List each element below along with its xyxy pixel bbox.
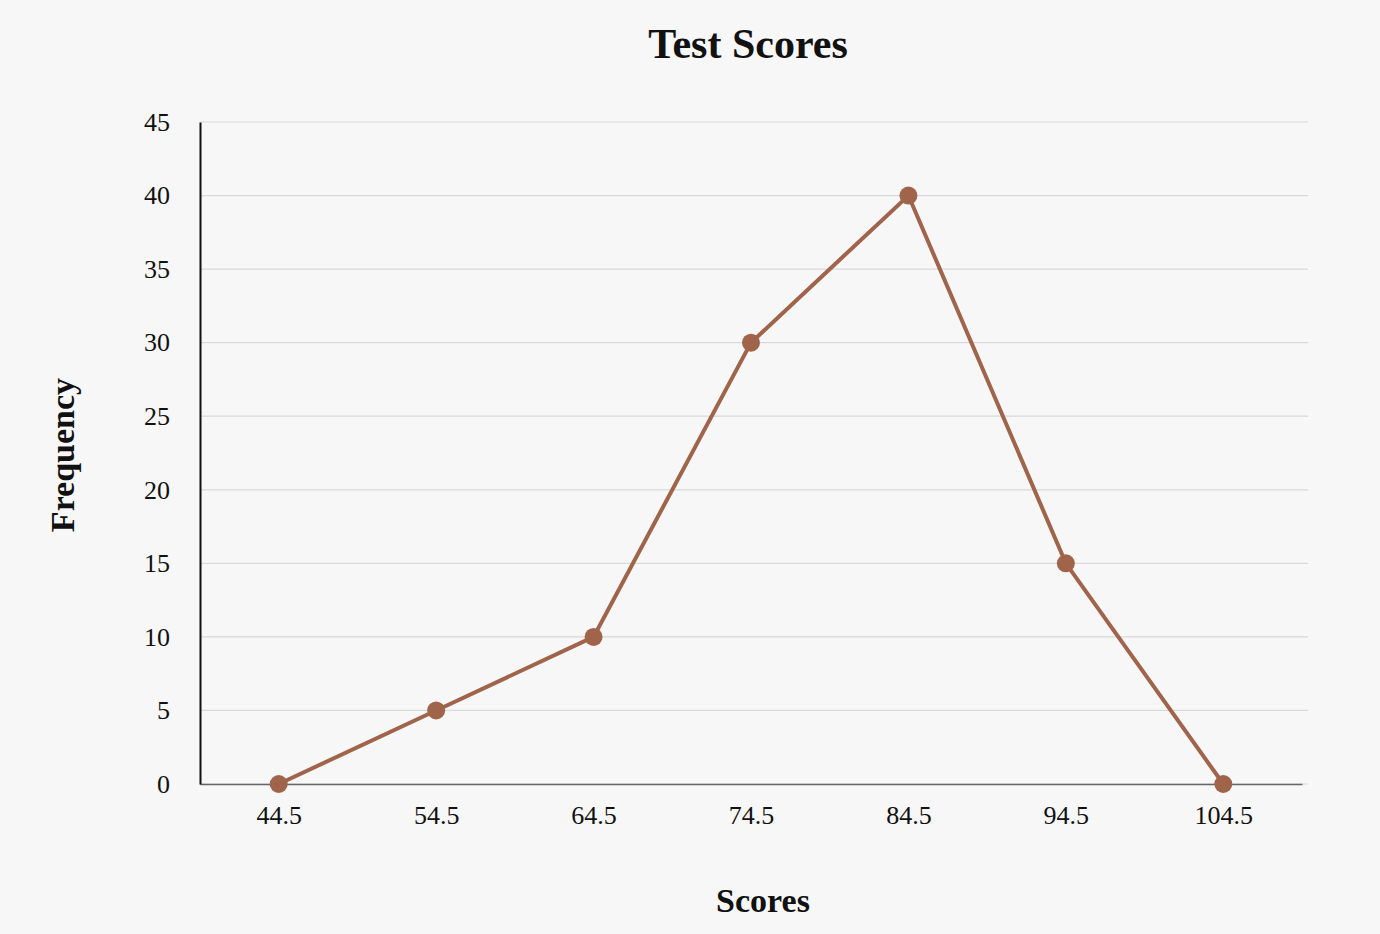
y-tick-label: 15: [144, 549, 170, 578]
x-tick-label: 74.5: [729, 801, 775, 830]
plot-area: [270, 187, 1233, 793]
y-tick-label: 10: [144, 623, 170, 652]
x-tick-label: 54.5: [414, 801, 460, 830]
grid-line: [200, 783, 1308, 784]
y-tick: 40: [144, 181, 200, 210]
x-tick: 94.5: [1044, 784, 1090, 830]
marker: [1214, 775, 1232, 793]
y-axis-title: Frequency: [44, 378, 81, 532]
x-tick-label: 94.5: [1044, 801, 1090, 830]
y-tick: 20: [144, 476, 200, 505]
x-axis: 44.5 54.5 64.5 74.5 84.5 94.5 104.5: [201, 784, 1303, 830]
x-tick: 64.5: [571, 784, 617, 830]
grid-line: [200, 121, 1308, 122]
grid-line: [200, 195, 1308, 196]
y-tick-label: 45: [144, 108, 170, 137]
title: Test Scores: [648, 21, 848, 67]
y-tick: 25: [144, 402, 200, 431]
grid-line: [200, 636, 1308, 637]
grid-line: [200, 710, 1308, 711]
x-axis-title: Scores: [716, 882, 810, 919]
y-tick: 35: [144, 255, 200, 284]
grid-line: [200, 416, 1308, 417]
marker: [585, 628, 603, 646]
marker: [742, 334, 760, 352]
y-tick: 30: [144, 328, 200, 357]
y-tick: 10: [144, 623, 200, 652]
background: [0, 0, 1380, 934]
chart: 44.5 54.5 64.5 74.5 84.5 94.5 104.5 0 5 10 15 20 25 3…: [0, 0, 1380, 934]
grid-line: [200, 563, 1308, 564]
line: [279, 196, 1224, 784]
x-tick: 74.5: [729, 784, 775, 830]
y-tick: 45: [144, 108, 200, 137]
y-tick: 5: [157, 696, 200, 725]
marker: [1057, 554, 1075, 572]
y-tick-label: 30: [144, 328, 170, 357]
y-tick-label: 0: [157, 770, 170, 799]
marker: [899, 187, 917, 205]
marker: [427, 701, 445, 719]
x-tick-label: 84.5: [886, 801, 932, 830]
grid: [200, 122, 1308, 784]
y-axis: 0 5 10 15 20 25 30 35 40 45: [144, 108, 201, 799]
y-axis-line: [200, 123, 202, 785]
x-tick-label: 44.5: [256, 801, 302, 830]
grid-line: [200, 489, 1308, 490]
y-tick-label: 35: [144, 255, 170, 284]
y-tick-label: 25: [144, 402, 170, 431]
x-tick-label: 64.5: [571, 801, 617, 830]
marker: [270, 775, 288, 793]
y-tick: 15: [144, 549, 200, 578]
y-tick-label: 5: [157, 696, 170, 725]
x-tick: 54.5: [414, 784, 460, 830]
y-tick-label: 20: [144, 476, 170, 505]
y-tick: 0: [157, 770, 200, 799]
x-tick-label: 104.5: [1195, 801, 1254, 830]
x-axis-line: [201, 784, 1303, 786]
x-tick: 84.5: [886, 784, 932, 830]
y-tick-label: 40: [144, 181, 170, 210]
grid-line: [200, 269, 1308, 270]
